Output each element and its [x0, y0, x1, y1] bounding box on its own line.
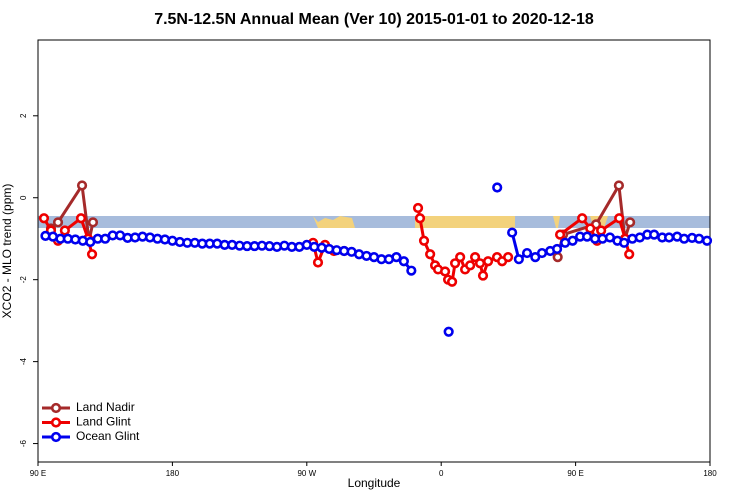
- data-point: [469, 252, 481, 263]
- data-point: [663, 232, 675, 243]
- data-point: [551, 243, 563, 255]
- land-band: [415, 216, 515, 228]
- data-point: [38, 213, 50, 224]
- x-tick-label: 180: [166, 469, 180, 478]
- plot-frame: [37, 39, 711, 463]
- data-point: [406, 265, 417, 276]
- data-point: [52, 217, 64, 228]
- y-tick-label: -4: [19, 358, 28, 366]
- data-point: [477, 270, 489, 281]
- data-point: [554, 229, 566, 240]
- y-tick-label: -6: [19, 439, 28, 447]
- x-tick-label: 90 W: [297, 469, 316, 478]
- data-point: [521, 247, 533, 259]
- y-tick-label: -2: [19, 276, 28, 284]
- ocean-band: [38, 216, 710, 228]
- data-point: [613, 180, 625, 191]
- data-point: [447, 276, 458, 287]
- data-point: [443, 326, 454, 337]
- land-ocean-band: [38, 216, 710, 228]
- x-tick-label: 90 E: [567, 469, 583, 478]
- data-point: [59, 225, 70, 236]
- data-point: [649, 229, 660, 240]
- data-point: [552, 252, 563, 263]
- x-axis-label: Longitude: [348, 476, 401, 490]
- data-point: [679, 233, 690, 244]
- data-point: [425, 249, 436, 260]
- data-point: [585, 223, 596, 234]
- data-point: [87, 217, 99, 228]
- y-tick-label: 2: [19, 113, 28, 118]
- data-point: [312, 257, 324, 268]
- data-point: [391, 252, 402, 263]
- x-tick-label: 0: [439, 469, 444, 478]
- data-point: [624, 249, 635, 260]
- legend-label: Ocean Glint: [76, 429, 140, 443]
- data-point: [398, 256, 409, 267]
- legend-marker: [50, 402, 62, 414]
- chart-title: 7.5N-12.5N Annual Mean (Ver 10) 2015-01-…: [154, 11, 594, 28]
- data-point: [455, 252, 466, 263]
- data-point: [76, 180, 88, 191]
- data-point: [567, 235, 578, 246]
- y-tick-label: 0: [19, 195, 28, 200]
- land-band: [313, 216, 355, 228]
- data-point: [414, 213, 426, 224]
- land-band: [553, 216, 560, 228]
- x-tick-label: 180: [703, 469, 717, 478]
- data-point: [465, 260, 476, 271]
- data-point: [701, 235, 713, 246]
- data-point: [507, 227, 518, 238]
- legend-label: Land Glint: [76, 415, 131, 429]
- data-point: [474, 258, 486, 269]
- data-point: [513, 254, 524, 265]
- x-tick-label: 90 E: [30, 469, 46, 478]
- data-point: [503, 252, 514, 263]
- data-point: [625, 217, 636, 228]
- data-point: [581, 231, 593, 242]
- data-point: [75, 213, 87, 224]
- data-point: [439, 266, 451, 277]
- data-point: [619, 237, 630, 248]
- y-axis-label: XCO2 - MLO trend (ppm): [0, 184, 14, 319]
- data-point: [412, 202, 424, 214]
- data-point: [614, 213, 625, 224]
- data-point: [577, 213, 588, 224]
- legend-marker: [50, 417, 62, 428]
- data-point: [536, 247, 548, 259]
- data-point: [492, 182, 503, 193]
- data-point: [693, 233, 705, 244]
- data-point: [596, 225, 607, 236]
- data-point: [418, 235, 430, 246]
- data-point: [449, 258, 461, 269]
- legend-label: Land Nadir: [76, 400, 135, 414]
- data-point: [482, 256, 494, 267]
- data-point: [86, 249, 98, 260]
- legend-marker: [50, 431, 62, 443]
